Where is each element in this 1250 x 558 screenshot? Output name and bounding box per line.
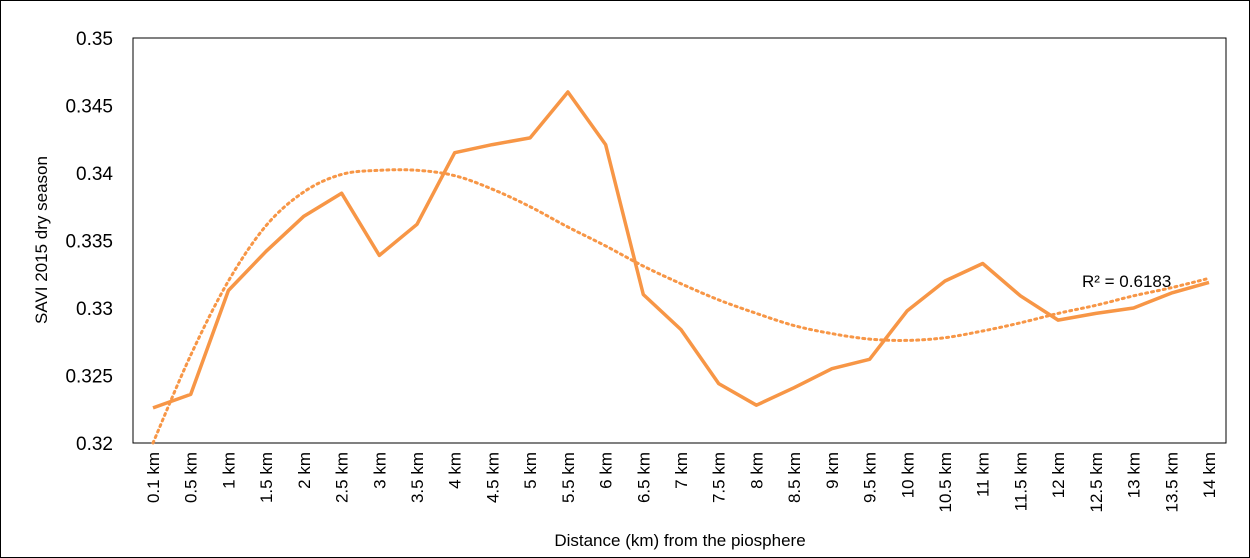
x-tick-label: 11.5 km [1011,452,1030,511]
trendline [151,168,1211,445]
x-tick-label: 10.5 km [936,452,955,512]
x-tick-label: 14 km [1200,452,1219,498]
x-tick-label: 9 km [823,452,842,489]
x-tick-label: 5 km [521,452,540,489]
x-tick-label: 12 km [1049,452,1068,498]
y-tick-label: 0.34 [76,164,113,185]
plot-area [132,37,1227,444]
x-tick-label: 7.5 km [710,452,729,503]
y-tick-label: 0.32 [76,434,113,455]
x-tick-label: 10 km [898,452,917,498]
x-tick-label: 8 km [747,452,766,489]
x-tick-label: 2 km [295,452,314,489]
x-tick-label: 8.5 km [785,452,804,503]
x-axis-title: Distance (km) from the piosphere [554,531,805,550]
x-tick-label: 1 km [219,452,238,489]
y-axis-ticks: 0.32 0.325 0.33 0.335 0.34 0.345 0.35 [65,29,113,455]
x-tick-label: 6.5 km [634,452,653,503]
x-tick-label: 12.5 km [1087,452,1106,512]
x-tick-label: 4.5 km [483,452,502,503]
y-axis-title: SAVI 2015 dry season [32,156,51,324]
y-tick-label: 0.325 [65,367,113,388]
x-tick-label: 0.1 km [144,452,163,503]
x-tick-label: 4 km [446,452,465,489]
x-tick-label: 5.5 km [559,452,578,503]
x-tick-label: 13 km [1125,452,1144,498]
x-tick-label: 13.5 km [1162,452,1181,512]
x-tick-label: 3.5 km [408,452,427,503]
x-tick-label: 0.5 km [182,452,201,503]
x-tick-label: 3 km [370,452,389,489]
y-tick-label: 0.335 [65,232,113,253]
x-tick-label: 11 km [974,452,993,497]
x-tick-label: 7 km [672,452,691,489]
x-tick-label: 1.5 km [257,452,276,503]
x-tick-label: 6 km [597,452,616,489]
x-tick-label: 2.5 km [333,452,352,503]
x-axis-ticks: 0.1 km 0.5 km 1 km 1.5 km 2 km 2.5 km 3 km 3.5 … [144,452,1219,512]
series-line [152,90,1210,410]
x-tick-label: 9.5 km [861,452,880,503]
y-tick-label: 0.345 [65,97,113,118]
r-squared-label: R² = 0.6183 [1082,272,1171,291]
y-tick-label: 0.35 [76,29,113,50]
y-tick-label: 0.33 [76,299,113,320]
